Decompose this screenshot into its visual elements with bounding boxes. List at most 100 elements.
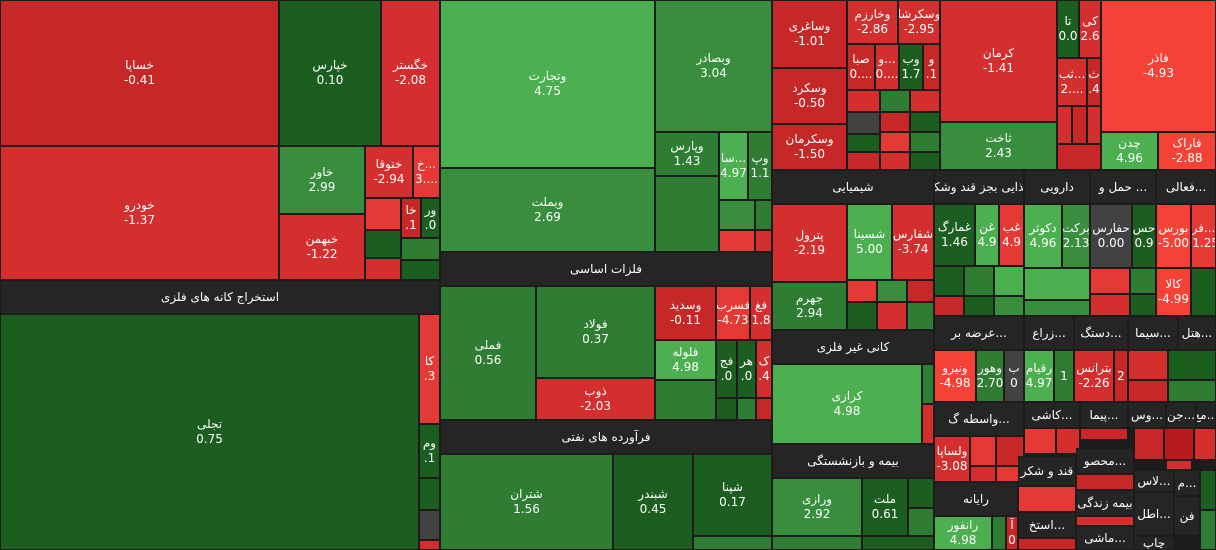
tile-small[interactable]	[755, 200, 772, 230]
tile-small[interactable]	[922, 404, 934, 444]
tile-khsapa[interactable]: خساپا -0.41	[0, 0, 279, 146]
sector-header-nonmetal-mining[interactable]: کانی غیر فلزی	[772, 330, 934, 364]
tile-vhor[interactable]: وهور 2.70	[976, 350, 1004, 402]
tile-small[interactable]	[737, 398, 756, 420]
tile-small[interactable]	[1057, 106, 1072, 144]
tile-saba[interactable]: صبا 0....	[847, 44, 875, 90]
tile-small[interactable]	[964, 266, 994, 296]
tile-v[interactable]: و .1	[923, 44, 940, 90]
tile-small[interactable]	[1090, 294, 1130, 316]
tile-r1[interactable]: 1	[1054, 350, 1074, 402]
sector-header-ext[interactable]: استخ...	[1018, 512, 1076, 538]
tile-small[interactable]	[847, 280, 877, 302]
tile-fameli[interactable]: فملی 0.56	[440, 286, 536, 420]
sector-header-metal-mining[interactable]: استخراج کانه های فلزی	[0, 280, 440, 314]
tile-fazar[interactable]: فاذر -4.93	[1101, 0, 1216, 132]
tile-small[interactable]	[847, 112, 880, 134]
tile-small[interactable]	[1194, 428, 1216, 460]
tile-small[interactable]	[934, 296, 964, 316]
tile-vbsader[interactable]: وبصادر 3.04	[655, 0, 772, 132]
sector-header-basic-metals[interactable]: فلزات اساسی	[440, 252, 772, 286]
sector-header-m1[interactable]: م...	[1174, 470, 1200, 496]
sector-header-activity[interactable]: فعالی...	[1156, 170, 1216, 204]
tile-small[interactable]	[1056, 428, 1080, 454]
tile-ghomarg[interactable]: غمارگ 1.46	[934, 204, 975, 266]
sector-header-life-ins[interactable]: بیمه زندگی	[1076, 490, 1134, 516]
tile-vtejarat[interactable]: وتجارت 4.75	[440, 0, 655, 168]
tile-vnayro[interactable]: ونیرو -4.98	[934, 350, 976, 402]
sector-header-sub1[interactable]: جن...	[1166, 402, 1196, 428]
tile-small[interactable]	[719, 200, 755, 230]
sector-header-fon[interactable]: فن	[1174, 496, 1200, 536]
tile-shpna[interactable]: شپنا 0.17	[693, 454, 772, 536]
tile-small[interactable]	[970, 466, 996, 482]
tile-small[interactable]	[908, 478, 934, 508]
tile-small[interactable]	[419, 540, 440, 550]
tile-sakht[interactable]: ثاخت 2.43	[940, 122, 1057, 170]
tile-vbmellat[interactable]: وبملت 2.69	[440, 168, 655, 252]
tile-betrans[interactable]: بترانس -2.26	[1074, 350, 1114, 402]
tile-ranfor[interactable]: رانفور 4.98	[934, 516, 992, 550]
tile-small[interactable]	[877, 280, 907, 302]
sector-header-sub3[interactable]: مع...	[1196, 402, 1216, 428]
tile-vsaghari[interactable]: وساغری -1.01	[772, 0, 847, 68]
tile-kerazi[interactable]: کرازی 4.98	[772, 364, 922, 444]
tile-small[interactable]	[1076, 474, 1134, 490]
sector-header-agri[interactable]: زراع...	[1024, 316, 1074, 350]
tile-mellat[interactable]: ملت 0.61	[862, 478, 908, 536]
tile-kerman[interactable]: کرمان -1.41	[940, 0, 1057, 122]
sector-header-cement[interactable]: سیما...	[1128, 316, 1178, 350]
tile-small[interactable]	[1168, 350, 1216, 380]
tile-small[interactable]	[1200, 470, 1216, 510]
tile-small[interactable]	[1200, 510, 1216, 550]
tile-small[interactable]	[1080, 428, 1128, 440]
tile-vskarsha[interactable]: وسکرشا -2.95	[898, 0, 940, 44]
tile-small[interactable]	[910, 152, 940, 170]
tile-khbahman[interactable]: خبهمن -1.22	[279, 214, 365, 280]
sector-header-lasti[interactable]: لاس...	[1134, 470, 1174, 492]
tile-small[interactable]	[1191, 268, 1216, 316]
sector-header-hotel[interactable]: هتل...	[1178, 316, 1216, 350]
tile-teb[interactable]: ثب... 2....	[1057, 58, 1087, 106]
tile-small[interactable]	[877, 302, 907, 330]
tile-small[interactable]	[719, 230, 755, 252]
tile-shsina[interactable]: شسینا 5.00	[847, 204, 892, 280]
tile-flooleh[interactable]: فلوله 4.98	[655, 340, 716, 380]
tile-shatran[interactable]: شتران 1.56	[440, 454, 613, 550]
tile-small[interactable]	[365, 198, 401, 230]
sector-header-computer[interactable]: رایانه	[934, 482, 1018, 516]
tile-vo[interactable]: و... 0....	[875, 44, 899, 90]
tile-small[interactable]	[1128, 380, 1168, 402]
tile-small[interactable]	[907, 302, 934, 330]
tile-raghim[interactable]: رقیام 4.97	[1024, 350, 1054, 402]
tile-small[interactable]	[1024, 428, 1056, 454]
tile-small[interactable]	[847, 134, 880, 152]
tile-small[interactable]	[401, 260, 440, 280]
sector-header-insurance[interactable]: بیمه و بازنشستگی	[772, 444, 934, 478]
tile-small[interactable]	[1018, 486, 1076, 512]
tile-small[interactable]	[934, 266, 964, 296]
tile-ghen[interactable]: غن 4.9	[975, 204, 999, 266]
tile-small[interactable]	[1134, 428, 1164, 460]
tile-bours[interactable]: بورس -5.00	[1156, 204, 1191, 268]
tile-dkosar[interactable]: دکوثر 4.96	[1024, 204, 1062, 268]
tile-small[interactable]	[1057, 144, 1101, 170]
tile-petrol[interactable]: پترول -2.19	[772, 204, 847, 282]
tile-small[interactable]	[880, 132, 910, 152]
tile-vpars[interactable]: وپارس 1.43	[655, 132, 719, 176]
tile-small[interactable]	[847, 90, 880, 112]
sector-header-ata[interactable]: اطل...	[1134, 492, 1174, 536]
tile-ta[interactable]: تا 0.0	[1057, 0, 1079, 58]
tile-small[interactable]	[907, 280, 934, 302]
tile-small[interactable]	[1076, 516, 1134, 526]
tile-vsadid[interactable]: وسدید -0.11	[655, 286, 716, 340]
sector-header-petroleum[interactable]: فرآورده های نفتی	[440, 420, 772, 454]
tile-farak[interactable]: فاراک -2.88	[1158, 132, 1216, 170]
sector-header-device[interactable]: دستگ...	[1074, 316, 1128, 350]
tile-fagh[interactable]: فغ 1.8	[750, 286, 772, 340]
tile-khavar[interactable]: خاور 2.99	[279, 146, 365, 214]
tile-small[interactable]	[880, 112, 910, 132]
tile-small[interactable]	[365, 230, 401, 258]
tile-vskarman[interactable]: وسکرمان -1.50	[772, 124, 847, 170]
